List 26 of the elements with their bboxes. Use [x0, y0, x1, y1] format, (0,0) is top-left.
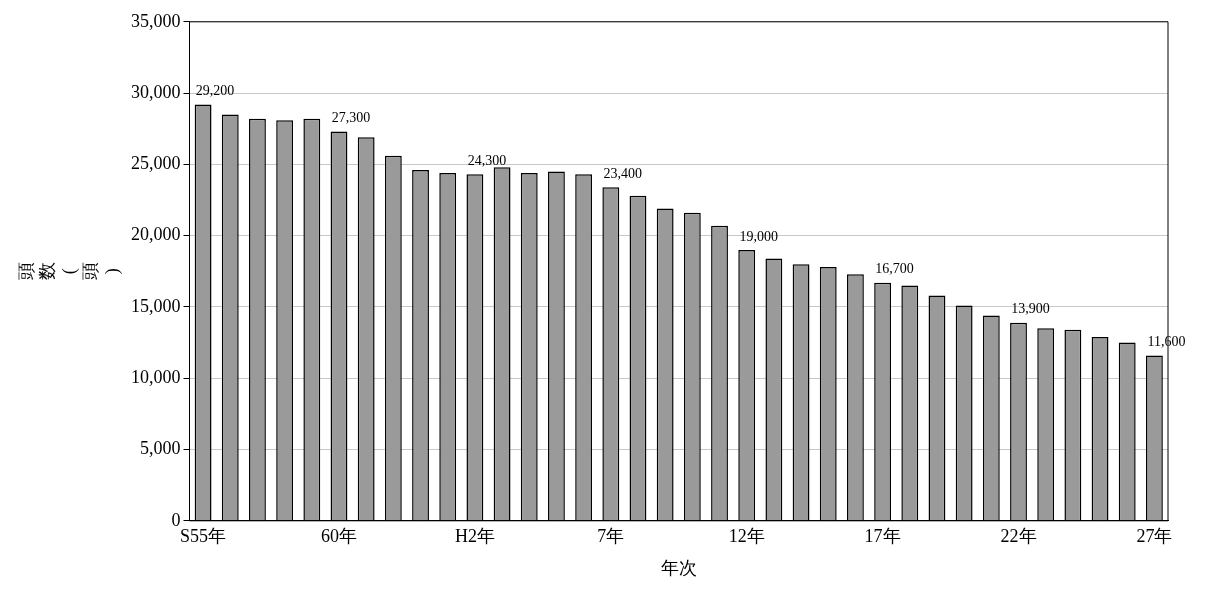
y-tick-label: 20,000	[131, 224, 181, 245]
x-tick-label: 22年	[1000, 526, 1037, 547]
data-label: 29,200	[195, 83, 235, 99]
y-tick-label: 10,000	[131, 366, 181, 387]
x-tick-label: 12年	[728, 526, 765, 547]
x-tick-label: 60年	[320, 526, 357, 547]
x-tick-label: 27年	[1136, 526, 1173, 547]
x-tick-label: H2年	[454, 526, 495, 547]
y-tick-label: 0	[171, 509, 181, 530]
y-tick-label: 25,000	[131, 153, 181, 174]
data-label: 19,000	[739, 228, 778, 244]
y-tick-label: 5,000	[140, 438, 181, 459]
x-tick-label: 7年	[597, 526, 625, 547]
data-label: 23,400	[603, 165, 643, 181]
data-label: 11,600	[1147, 334, 1186, 350]
y-tick-label: 35,000	[131, 10, 181, 31]
x-tick-label: 17年	[864, 526, 901, 547]
y-tick-label: 15,000	[131, 295, 181, 316]
y-axis-title: 頭数(頭)	[15, 262, 123, 281]
data-label: 24,300	[467, 153, 507, 169]
x-tick-label: S55年	[180, 526, 227, 547]
data-label: 13,900	[1011, 301, 1050, 317]
data-label: 27,300	[331, 110, 371, 126]
x-axis-title: 年次	[660, 557, 697, 578]
y-tick-label: 30,000	[131, 81, 181, 102]
data-label: 16,700	[875, 261, 914, 277]
